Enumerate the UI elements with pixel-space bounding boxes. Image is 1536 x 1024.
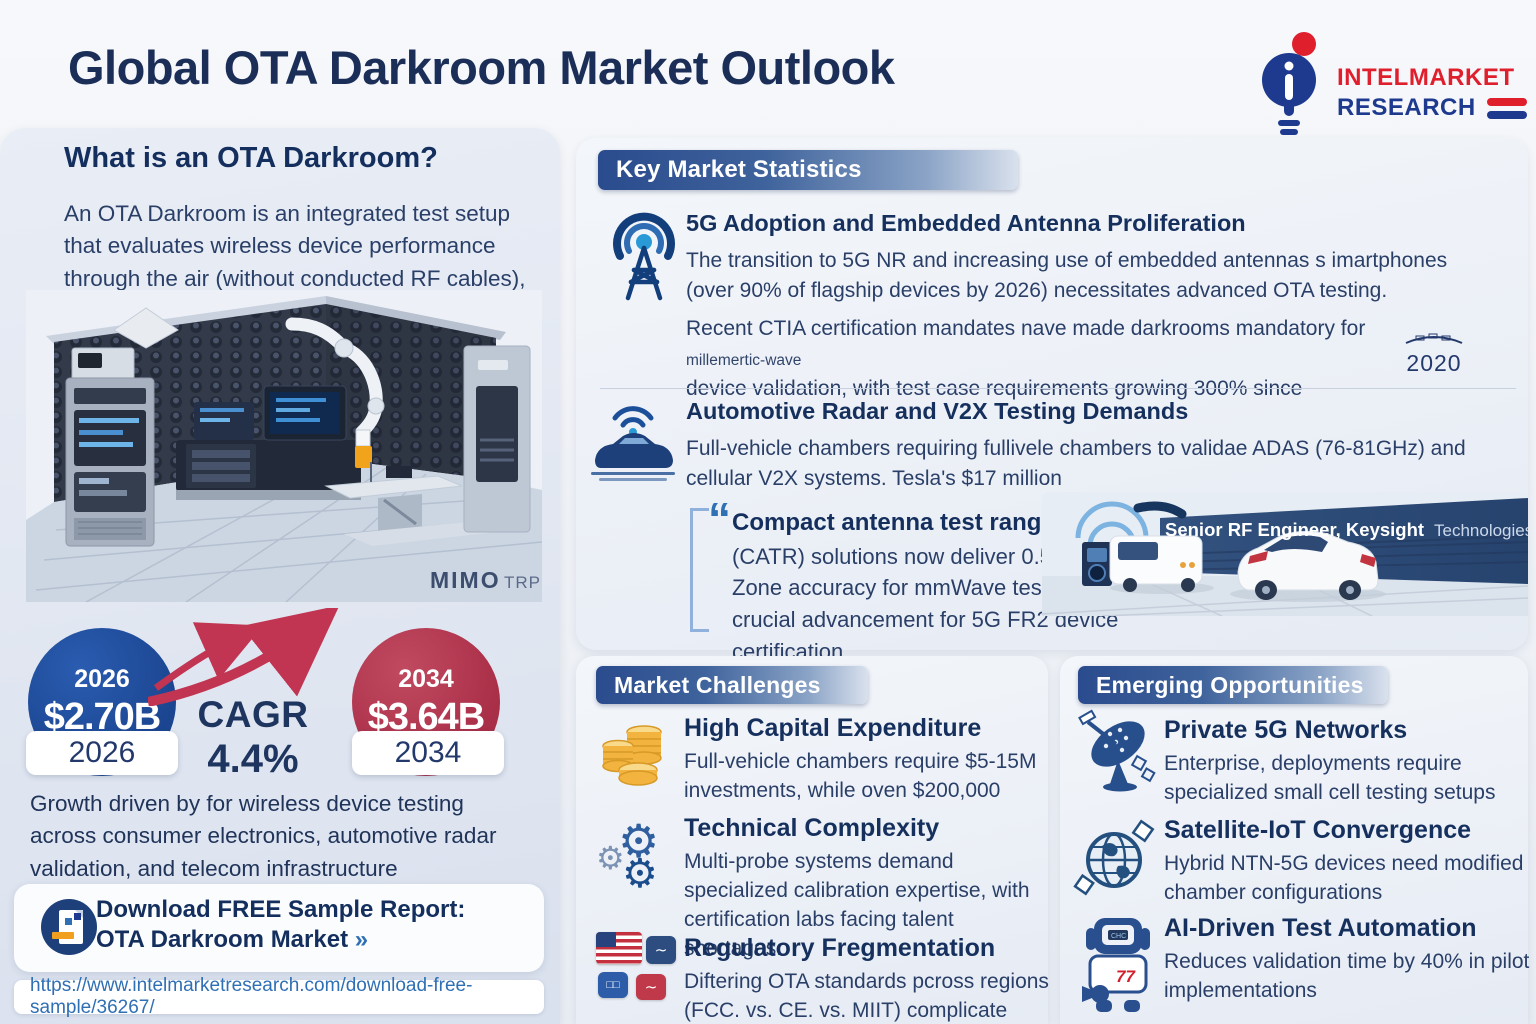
quote-lead: Compact antenna test range [732,509,1055,536]
stat1-para2-small: millemertic-wave [686,352,802,370]
download-line2-row: OTA Darkroom Market » [96,926,368,954]
year-2020-callout: 2020 [1398,330,1470,377]
cagr-value: 4.4% [207,737,299,781]
opportunity2-body: Hybrid NTN-5G devices need modified cham… [1164,852,1524,904]
challenge2-body: Multi-probe systems demand specialized c… [684,850,1030,960]
sample-url-bar: https://www.intelmarketresearch.com/down… [14,975,544,1018]
challenge1-body: Full-vehicle chambers require $5-15M inv… [684,750,1037,802]
document-download-icon [41,899,97,955]
robot-label: 77 [1116,967,1136,986]
flags-icon: ∼ □□ ∼ [596,932,676,1008]
year-2020-text: 2020 [1406,350,1462,376]
end-year-pill: 2034 [352,731,504,775]
opportunities-header: Emerging Opportunities [1078,666,1388,704]
car-wifi-icon [591,406,675,481]
stat1-para1: The transition to 5G NR and increasing u… [686,249,1448,303]
bridge-doodle-icon [1405,333,1463,344]
gears-icon: ⚙ ⚙ ⚙ [596,815,660,896]
start-year-pill: 2026 [26,731,178,775]
stat1-para2: Recent CTIA certification mandates nave … [686,314,1426,405]
opportunity1-title: Private 5G Networks [1164,716,1408,744]
sample-url-link[interactable]: https://www.intelmarketresearch.com/down… [30,975,473,1018]
stat1-para2-main: Recent CTIA certification mandates nave … [686,317,1366,340]
double-chevron-icon: » [354,926,369,953]
download-card[interactable]: Download FREE Sample Report: OTA Darkroo… [14,884,544,972]
antenna-5g-icon [613,212,675,301]
section-divider [600,388,1516,389]
quote-attribution-bold: Senior RF Engineer, Keysight [1165,519,1424,540]
download-line1: Download FREE Sample Report: [96,896,466,923]
page-title: Global OTA Darkroom Market Outlook [68,41,895,94]
quote-attribution-light: Technologies [1434,521,1528,540]
lightbulb-logo-icon [1262,32,1316,135]
mimo-label: MIMO [430,567,501,593]
cagr-label: CAGR [197,694,309,735]
logo-text-line1: INTELMARKET [1337,64,1515,91]
opportunity3-title: AI-Driven Test Automation [1164,914,1477,942]
navy-flag-icon: ∼ [646,936,676,964]
download-line2: OTA Darkroom Market [96,926,349,953]
opportunity3-body: Reduces validation time by 40% in pilot … [1164,950,1530,1002]
growth-arrows-icon [146,605,348,707]
satellite-dish-icon [1078,709,1156,792]
challenge1-title: High Capital Expenditure [684,714,982,742]
quote-bracket [690,508,709,632]
stat1-title: 5G Adoption and Embedded Antenna Prolife… [686,210,1246,236]
what-is-body: An OTA Darkroom is an integrated test se… [64,201,526,323]
darkroom-chamber-illustration: MIMO TRP [26,290,543,603]
svg-text:CHC: CHC [1111,933,1126,940]
opportunity2-title: Satellite-IoT Convergence [1164,816,1472,844]
us-flag-icon [596,932,642,964]
what-is-heading: What is an OTA Darkroom? [64,142,438,174]
challenge3-title: Regulatory Fregmentation [684,934,996,962]
cagr-callout: CAGR 4.4% [183,694,323,782]
challenges-header: Market Challenges [596,666,868,704]
company-logo: INTELMARKET RESEARCH [1255,22,1530,140]
challenge2-title: Technical Complexity [684,814,940,842]
coins-icon [602,725,662,786]
logo-bars [1487,98,1527,119]
opportunity1-body: Enterprise, deployments require speciali… [1164,752,1496,804]
stat2-para1: Full-vehicle chambers requiring fullivel… [686,437,1466,491]
logo-text-line2: RESEARCH [1337,94,1476,121]
key-stats-header: Key Market Statistics [598,150,1018,190]
challenge3-body: Diftering OTA standards pcross regions (… [684,970,1049,1022]
robot-icon: CHC 77 [1082,918,1150,1012]
red-flag-icon: ∼ [636,974,666,1000]
start-year: 2026 [74,665,130,693]
globe-satellite-icon [1073,819,1155,896]
quote-mark-icon: “ [708,493,731,545]
blue-flag-icon: □□ [598,972,628,998]
trp-label: TRP [504,573,541,592]
end-year: 2034 [398,665,454,693]
stat2-title: Automotive Radar and V2X Testing Demands [686,398,1189,424]
keysight-attribution-image: Senior RF Engineer, Keysight Technologie… [1041,492,1533,617]
